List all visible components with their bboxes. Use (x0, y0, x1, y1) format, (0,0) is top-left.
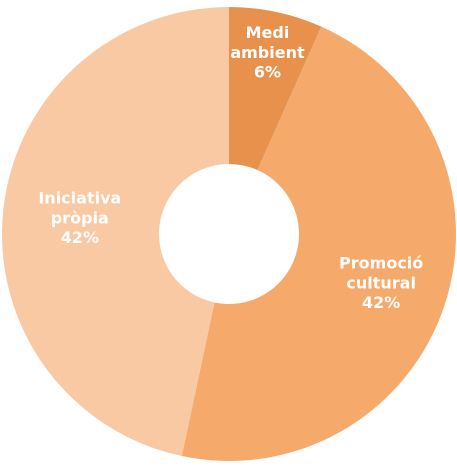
slice-value-label: 42% (61, 228, 99, 247)
slice-category-label: Iniciativa pròpia (38, 188, 121, 227)
donut-slice (229, 7, 322, 171)
slice-value-label: 6% (254, 63, 281, 82)
slice-value-label: 42% (362, 293, 400, 312)
slice-category-label: Medi ambient (230, 23, 305, 62)
donut-slice (181, 26, 456, 461)
slice-category-label: Promoció cultural (339, 253, 423, 292)
donut-slice (2, 7, 230, 457)
